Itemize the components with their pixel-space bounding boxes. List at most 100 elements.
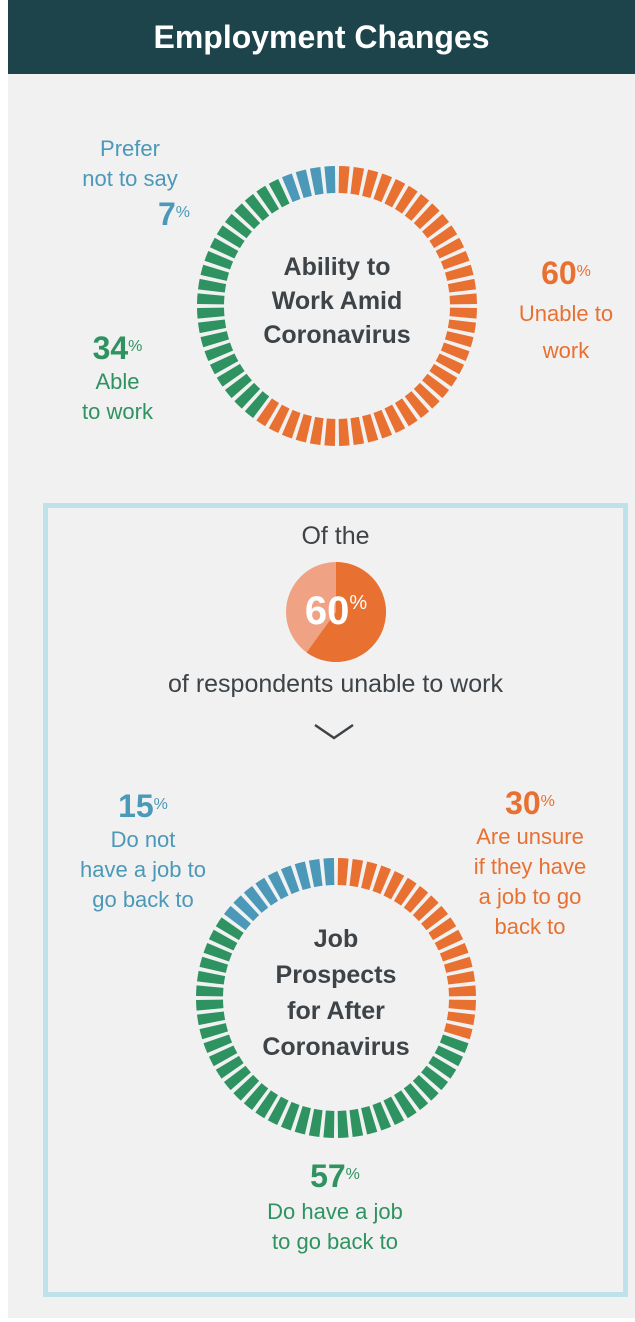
donut-segment xyxy=(216,363,245,387)
donut-segment xyxy=(446,970,476,985)
donut-segment xyxy=(435,237,465,259)
donut-segment xyxy=(429,225,458,249)
chart2-title-line: Prospects xyxy=(275,961,397,989)
donut-segment xyxy=(200,264,230,281)
donut-segment xyxy=(413,382,440,409)
donut-segment xyxy=(268,404,290,434)
donut-segment xyxy=(404,193,430,221)
donut-segment xyxy=(373,173,393,203)
donut-segment xyxy=(203,942,233,962)
donut-segment xyxy=(444,331,474,348)
donut-segment xyxy=(267,870,289,900)
donut-segment xyxy=(255,877,279,906)
chart2-title-line: Coronavirus xyxy=(262,1033,410,1061)
unable-unit: % xyxy=(576,263,591,280)
have-job-unit: % xyxy=(345,1166,360,1183)
chart1-title-line: Work Amid xyxy=(271,287,403,315)
no-job-unit: % xyxy=(153,796,168,813)
label-have-job: 57% Do have a job to go back to xyxy=(235,1158,435,1257)
donut-segment xyxy=(373,409,393,439)
donut-segment xyxy=(196,985,224,997)
donut-segment xyxy=(383,1096,405,1126)
donut-segment xyxy=(434,929,464,951)
donut-segment xyxy=(255,1090,279,1119)
donut-segment xyxy=(421,1065,449,1091)
donut-segment xyxy=(295,169,312,199)
no-job-value: 15 xyxy=(118,788,154,824)
donut-segment xyxy=(197,278,227,293)
donut-segment xyxy=(372,1101,392,1131)
donut-segment xyxy=(403,1083,429,1111)
label-no-job: 15% Do not have a job to go back to xyxy=(68,788,218,915)
donut-segment xyxy=(196,1011,226,1026)
donut-segment xyxy=(394,398,418,427)
prefer-value: 7 xyxy=(157,196,176,232)
donut-segment xyxy=(294,1105,311,1135)
no-job-line: have a job to xyxy=(80,857,206,882)
donut-segment xyxy=(224,373,252,399)
donut-segment xyxy=(280,1101,300,1131)
donut-segment xyxy=(243,885,269,913)
transition-line2: of respondents unable to work xyxy=(168,670,503,698)
donut-segment xyxy=(338,418,350,446)
donut-segment xyxy=(294,861,311,891)
donut-segment xyxy=(234,203,261,230)
donut-segment xyxy=(394,185,418,214)
donut-segment xyxy=(309,166,324,196)
donut-segment xyxy=(199,956,229,973)
donut-segment xyxy=(446,1011,476,1026)
unable-line: work xyxy=(542,338,590,363)
donut-segment xyxy=(337,858,349,886)
donut-segment xyxy=(200,331,230,348)
unsure-line: if they have xyxy=(473,854,587,879)
unable-value: 60 xyxy=(541,255,577,291)
donut-segment xyxy=(413,203,440,230)
donut-segment xyxy=(422,213,450,239)
donut-segment xyxy=(197,319,227,334)
donut-segment xyxy=(444,264,474,281)
donut-segment xyxy=(323,1110,335,1138)
unsure-line: back to xyxy=(494,914,566,939)
donut-segment xyxy=(256,398,280,427)
donut-segment xyxy=(243,1083,269,1111)
donut-segment xyxy=(224,213,252,239)
donut-segment xyxy=(295,413,312,443)
prefer-line: not to say xyxy=(82,166,178,191)
pie-slice-unable xyxy=(306,562,386,662)
donut-segment xyxy=(440,342,470,362)
donut-segment xyxy=(281,409,301,439)
donut-segment xyxy=(434,1045,464,1067)
donut-segment xyxy=(324,418,336,446)
donut-segment xyxy=(428,917,457,941)
donut-segment xyxy=(412,1074,439,1101)
donut-segment xyxy=(256,185,280,214)
donut-segment xyxy=(208,929,238,951)
donut-segment xyxy=(196,999,224,1011)
chart2-title-line: for After xyxy=(287,997,385,1025)
chevron-down-icon xyxy=(314,723,354,740)
transition-value-label: 60% xyxy=(285,588,387,634)
donut-segment xyxy=(216,225,245,249)
donut-segment xyxy=(362,413,379,443)
donut-segment xyxy=(384,178,406,208)
donut-segment xyxy=(308,858,323,888)
donut-segment xyxy=(337,1110,349,1138)
donut-segment xyxy=(393,877,417,906)
donut-segment xyxy=(421,905,449,931)
donut-segment xyxy=(412,895,439,922)
donut-segment xyxy=(309,416,324,446)
unsure-unit: % xyxy=(540,793,555,810)
donut-segment xyxy=(233,895,260,922)
donut-segment xyxy=(361,861,378,891)
unable-line: Unable to xyxy=(518,301,614,326)
able-line: Able xyxy=(95,369,140,394)
prefer-unit: % xyxy=(175,204,190,221)
donut-segment xyxy=(349,1108,364,1138)
donut-segment xyxy=(203,1034,233,1054)
able-unit: % xyxy=(128,338,143,355)
donut-segment xyxy=(439,1034,469,1054)
transition-unit: % xyxy=(349,592,368,614)
donut-segment xyxy=(223,1065,251,1091)
chart2-title-line: Job xyxy=(313,925,359,953)
have-job-line: Do have a job xyxy=(267,1199,403,1224)
